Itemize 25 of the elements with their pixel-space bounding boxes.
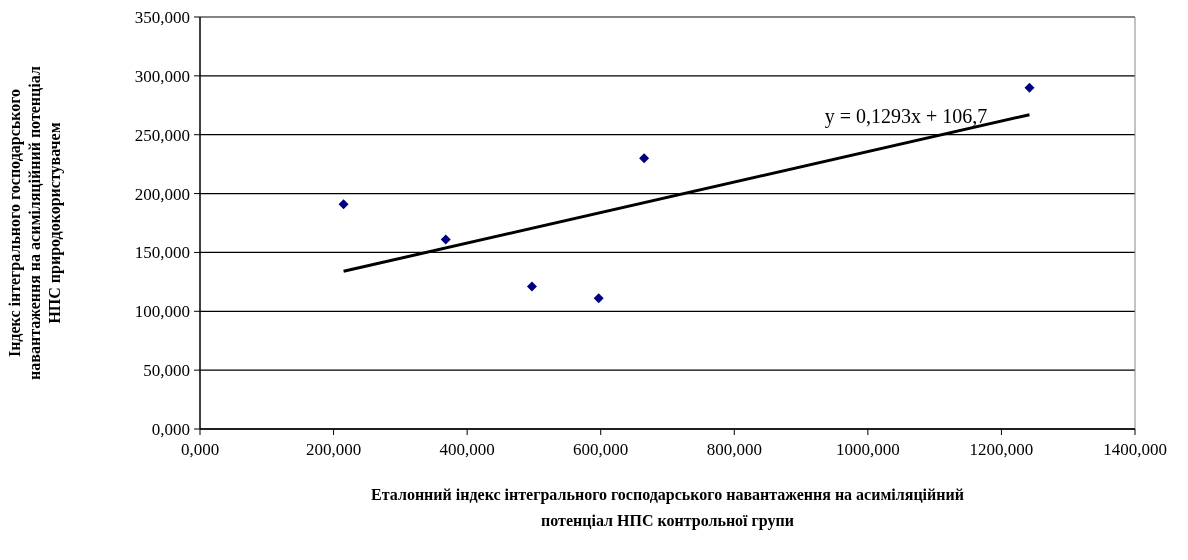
x-tick-label: 1400,000 <box>1103 440 1167 459</box>
point <box>1024 82 1035 93</box>
point <box>440 234 451 245</box>
x-axis-title: Еталонний індекс інтегрального господарського навантаження на асиміляційний потенціал НПС контрольної групи <box>371 486 964 530</box>
annotation: y = 0,1293x + 106,7 <box>824 104 988 128</box>
x-tick-label: 1200,000 <box>969 440 1034 459</box>
x-tick-label: 600,000 <box>573 440 629 459</box>
point <box>338 199 349 210</box>
y-axis-title: Індекс інтегрального господарського навантаження на асиміляційний потенціал НПС природокористувачем <box>6 66 64 380</box>
y-tick-label: 100,000 <box>134 302 190 322</box>
y-tick-label: 200,000 <box>134 184 190 204</box>
point <box>639 153 650 164</box>
point <box>526 281 537 292</box>
x-tick-label: 400,000 <box>439 440 495 459</box>
point <box>593 293 604 304</box>
y-tick-label: 0,000 <box>151 419 190 439</box>
x-tick-label: 800,000 <box>706 440 762 459</box>
y-tick-label: 50,000 <box>143 361 190 381</box>
y-tick-label: 350,000 <box>134 7 190 27</box>
x-tick-label: 0,000 <box>180 440 220 459</box>
y-tick-label: 150,000 <box>134 243 190 263</box>
x-tick-label: 1000,000 <box>835 440 900 459</box>
y-tick-label: 250,000 <box>134 125 190 145</box>
x-tick-label: 200,000 <box>305 440 362 459</box>
y-tick-label: 300,000 <box>134 66 190 86</box>
